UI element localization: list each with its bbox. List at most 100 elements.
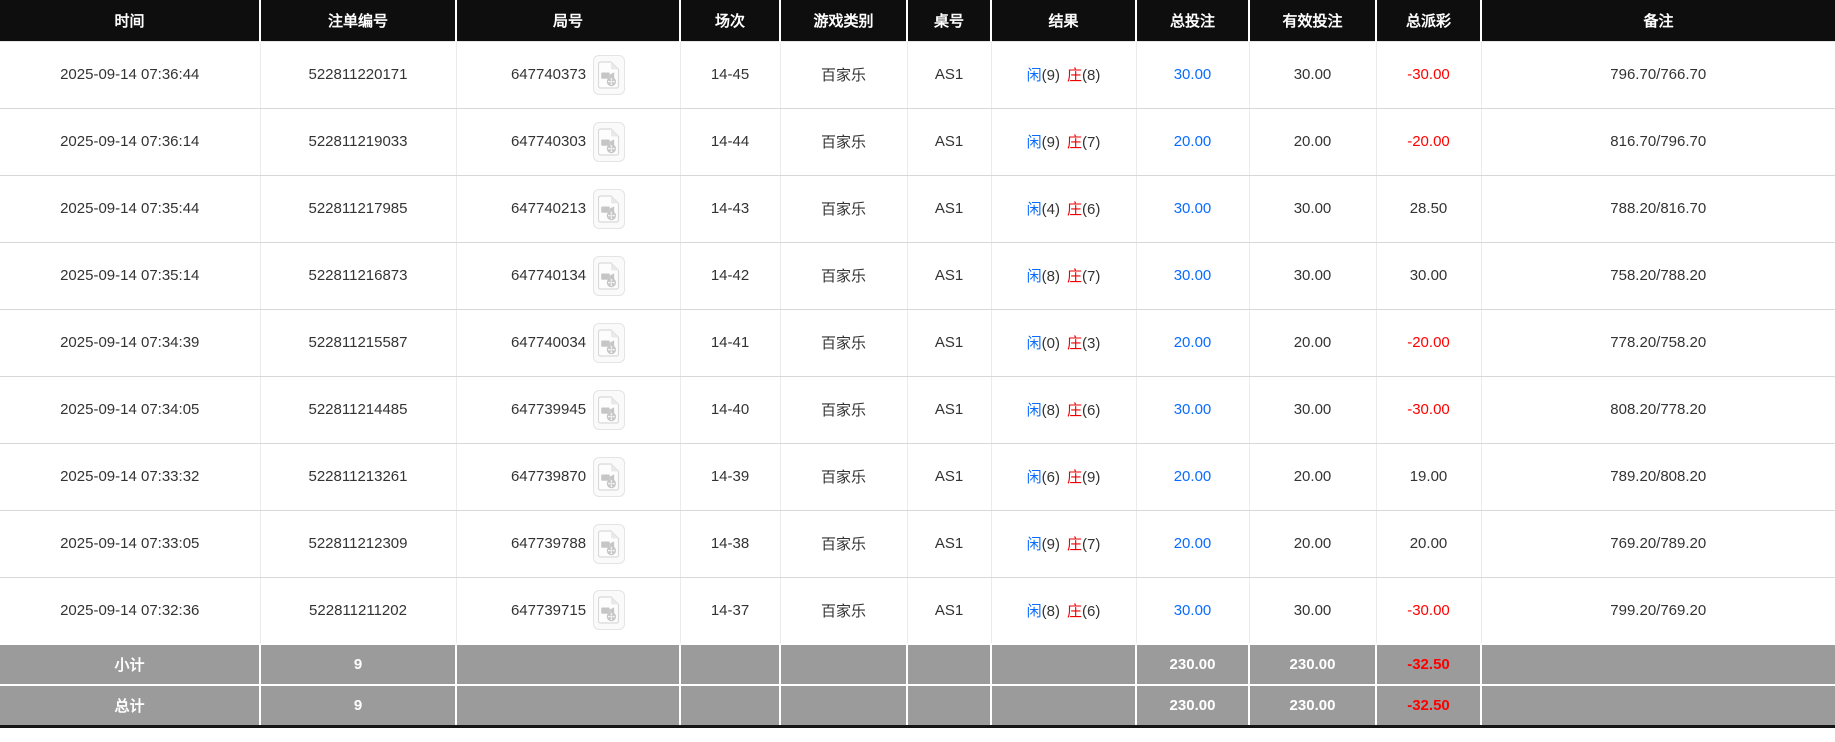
cell-time: 2025-09-14 07:33:05 xyxy=(0,510,260,578)
cell-valid-bet: 30.00 xyxy=(1248,175,1376,243)
cell-payout: 28.50 xyxy=(1375,175,1481,243)
cell-session: 14-45 xyxy=(679,40,780,109)
round-id-text: 647740134 xyxy=(510,267,587,284)
player-label: 闲 xyxy=(1026,536,1042,553)
cell-bet-id: 522811211202 xyxy=(259,577,456,645)
player-score: (9) xyxy=(1041,67,1060,84)
video-replay-button[interactable] xyxy=(593,121,626,162)
col-header-session: 场次 xyxy=(679,0,780,41)
cell-game-type: 百家乐 xyxy=(779,175,907,243)
cell-valid-bet: 20.00 xyxy=(1248,108,1376,176)
summary-empty-remark xyxy=(1480,643,1835,685)
cell-round-id: 647740213 xyxy=(455,175,680,243)
player-score: (8) xyxy=(1041,268,1060,285)
player-score: (8) xyxy=(1041,602,1060,620)
cell-table-no: AS1 xyxy=(906,175,991,243)
cell-result: 闲(8) 庄(6) xyxy=(990,376,1136,444)
cell-session: 14-43 xyxy=(679,175,780,243)
video-replay-button[interactable] xyxy=(593,456,626,497)
banker-score: (7) xyxy=(1082,268,1101,285)
banker-score: (3) xyxy=(1082,335,1101,352)
cell-payout: -20.00 xyxy=(1375,108,1481,176)
cell-game-type: 百家乐 xyxy=(779,242,907,310)
cell-total-bet: 20.00 xyxy=(1135,108,1249,176)
cell-time: 2025-09-14 07:33:32 xyxy=(0,443,260,511)
video-replay-button[interactable] xyxy=(593,54,626,95)
player-score: (6) xyxy=(1041,469,1060,486)
cell-game-type: 百家乐 xyxy=(779,510,907,578)
cell-remark: 778.20/758.20 xyxy=(1480,309,1835,377)
round-id-text: 647739945 xyxy=(510,401,587,418)
cell-round-id: 647739870 xyxy=(455,443,680,511)
summary-payout: -32.50 xyxy=(1375,684,1481,728)
video-replay-button[interactable] xyxy=(593,322,626,363)
cell-bet-id: 522811220171 xyxy=(259,40,456,109)
player-label: 闲 xyxy=(1026,268,1042,285)
player-label: 闲 xyxy=(1026,469,1042,486)
cell-game-type: 百家乐 xyxy=(779,108,907,176)
round-id-text: 647740034 xyxy=(510,334,587,351)
player-score: (8) xyxy=(1041,402,1060,419)
banker-score: (7) xyxy=(1082,536,1101,553)
cell-time: 2025-09-14 07:34:39 xyxy=(0,309,260,377)
cell-result: 闲(6) 庄(9) xyxy=(990,443,1136,511)
video-replay-button[interactable] xyxy=(593,389,626,430)
player-label: 闲 xyxy=(1026,67,1042,84)
cell-bet-id: 522811215587 xyxy=(259,309,456,377)
video-file-icon xyxy=(598,261,620,290)
summary-count: 9 xyxy=(259,643,456,685)
cell-result: 闲(9) 庄(7) xyxy=(990,510,1136,578)
summary-payout: -32.50 xyxy=(1375,643,1481,685)
video-file-icon xyxy=(598,395,620,424)
cell-result: 闲(9) 庄(7) xyxy=(990,108,1136,176)
cell-remark: 808.20/778.20 xyxy=(1480,376,1835,444)
player-label: 闲 xyxy=(1026,602,1042,620)
table-summary: 小计 9 230.00 230.00 -32.50 总计 9 230.00 23… xyxy=(0,643,1835,728)
col-header-payout: 总派彩 xyxy=(1375,0,1481,41)
summary-empty-table-no xyxy=(906,643,991,685)
cell-result: 闲(8) 庄(7) xyxy=(990,242,1136,310)
cell-session: 14-40 xyxy=(679,376,780,444)
cell-payout: -20.00 xyxy=(1375,309,1481,377)
video-file-icon xyxy=(598,462,620,491)
summary-count: 9 xyxy=(259,684,456,728)
cell-bet-id: 522811213261 xyxy=(259,443,456,511)
summary-total-bet: 230.00 xyxy=(1135,643,1249,685)
summary-row: 小计 9 230.00 230.00 -32.50 xyxy=(0,643,1835,685)
banker-score: (6) xyxy=(1082,402,1101,419)
cell-total-bet: 30.00 xyxy=(1135,242,1249,310)
video-replay-button[interactable] xyxy=(593,255,626,296)
col-header-total-bet: 总投注 xyxy=(1135,0,1249,41)
video-replay-button[interactable] xyxy=(593,523,626,564)
cell-table-no: AS1 xyxy=(906,40,991,109)
video-replay-button[interactable] xyxy=(593,188,626,229)
cell-table-no: AS1 xyxy=(906,376,991,444)
col-header-game-type: 游戏类别 xyxy=(779,0,907,41)
cell-game-type: 百家乐 xyxy=(779,309,907,377)
summary-empty-remark xyxy=(1480,684,1835,728)
summary-label: 小计 xyxy=(0,643,260,685)
cell-valid-bet: 20.00 xyxy=(1248,443,1376,511)
table-row: 2025-09-14 07:35:44 522811217985 6477402… xyxy=(0,175,1835,243)
table-row: 2025-09-14 07:35:14 522811216873 6477401… xyxy=(0,242,1835,310)
cell-total-bet: 30.00 xyxy=(1135,577,1249,645)
cell-payout: 19.00 xyxy=(1375,443,1481,511)
round-id-text: 647739715 xyxy=(510,601,587,619)
cell-result: 闲(0) 庄(3) xyxy=(990,309,1136,377)
table-row: 2025-09-14 07:33:32 522811213261 6477398… xyxy=(0,443,1835,511)
cell-valid-bet: 20.00 xyxy=(1248,510,1376,578)
cell-payout: 30.00 xyxy=(1375,242,1481,310)
table-row: 2025-09-14 07:34:39 522811215587 6477400… xyxy=(0,309,1835,377)
table-row: 2025-09-14 07:33:05 522811212309 6477397… xyxy=(0,510,1835,578)
banker-label: 庄 xyxy=(1067,268,1083,285)
col-header-bet-id: 注单编号 xyxy=(259,0,456,41)
video-replay-button[interactable] xyxy=(593,590,626,631)
cell-remark: 758.20/788.20 xyxy=(1480,242,1835,310)
cell-valid-bet: 30.00 xyxy=(1248,40,1376,109)
cell-session: 14-39 xyxy=(679,443,780,511)
cell-time: 2025-09-14 07:32:36 xyxy=(0,577,260,645)
cell-result: 闲(9) 庄(8) xyxy=(990,40,1136,109)
col-header-table-no: 桌号 xyxy=(906,0,991,41)
summary-empty-table-no xyxy=(906,684,991,728)
